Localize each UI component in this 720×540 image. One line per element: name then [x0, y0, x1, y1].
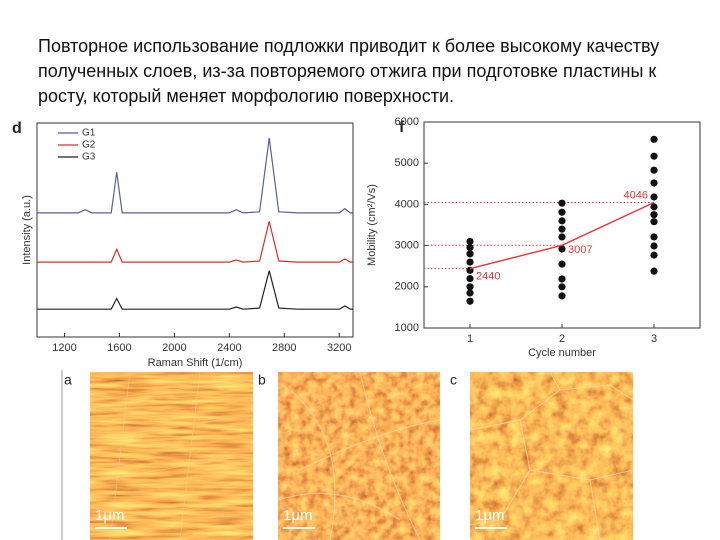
data-point: [466, 258, 474, 266]
data-point: [650, 233, 658, 241]
data-point: [558, 260, 566, 268]
data-point: [558, 217, 566, 225]
spectrum-line: [37, 137, 353, 214]
mean-label: 4046: [624, 189, 648, 201]
spectrum-line: [37, 270, 353, 310]
data-point: [558, 225, 566, 233]
data-point: [466, 283, 474, 291]
data-point: [558, 292, 566, 300]
legend-label: G2: [82, 140, 96, 151]
data-point: [650, 135, 658, 143]
y-tick-label: 2000: [395, 281, 419, 293]
data-point: [650, 166, 658, 174]
x-tick-label: 2: [559, 333, 565, 345]
image-label: c: [450, 372, 457, 388]
data-point: [650, 179, 658, 187]
spectrum-line: [37, 221, 353, 263]
y-axis-title: Intensity (a.u.): [21, 195, 33, 265]
y-axis-title: Mobility (cm²/Vs): [366, 184, 378, 266]
afm-image-a: [90, 371, 253, 540]
data-point: [466, 237, 474, 246]
data-point: [466, 274, 474, 283]
data-point: [650, 242, 658, 250]
data-point: [558, 283, 566, 291]
y-tick-label: 5000: [395, 157, 419, 169]
x-tick-label: 1: [467, 333, 473, 345]
data-point: [650, 267, 658, 275]
scale-bar-label: 1μm: [283, 507, 312, 524]
data-point: [650, 152, 658, 160]
x-tick-label: 1600: [107, 342, 131, 354]
afm-image-c: [469, 371, 634, 540]
legend-label: G1: [82, 128, 96, 139]
x-axis-title: Raman Shift (1/cm): [148, 357, 243, 369]
x-tick-label: 2400: [217, 342, 241, 354]
y-tick-label: 1000: [395, 322, 419, 334]
y-tick-label: 4000: [395, 198, 419, 210]
afm-image-b: [277, 371, 441, 540]
data-point: [650, 193, 658, 201]
x-tick-label: 3200: [327, 342, 351, 354]
x-tick-label: 1200: [52, 342, 76, 354]
panel-label: d: [12, 120, 22, 137]
data-point: [650, 251, 658, 259]
plot-frame: [36, 122, 354, 338]
data-point: [558, 275, 566, 283]
mean-label: 3007: [568, 244, 592, 256]
scale-bar-label: 1μm: [95, 507, 124, 524]
mean-line: [469, 201, 655, 270]
image-label: b: [258, 372, 266, 388]
slide-text: Повторное использование подложки приводи…: [38, 36, 660, 106]
x-tick-label: 2000: [162, 342, 186, 354]
data-point: [558, 199, 566, 207]
data-point: [466, 289, 474, 297]
mean-label: 2440: [476, 271, 500, 283]
scale-bar-label: 1μm: [475, 507, 504, 524]
image-label: a: [64, 372, 72, 388]
x-tick-label: 2800: [272, 342, 296, 354]
data-point: [650, 211, 658, 219]
data-point: [466, 297, 474, 305]
data-point: [558, 233, 566, 241]
data-point: [650, 218, 658, 226]
legend-label: G3: [82, 152, 96, 163]
data-point: [650, 203, 658, 211]
x-tick-label: 3: [651, 333, 657, 345]
data-point: [466, 244, 474, 252]
y-tick-label: 6000: [395, 116, 419, 128]
x-axis-title: Cycle number: [528, 347, 596, 359]
panel-label: f: [399, 119, 405, 136]
data-point: [466, 250, 474, 258]
data-point: [558, 208, 566, 216]
data-point: [558, 245, 566, 253]
y-tick-label: 3000: [395, 240, 419, 252]
